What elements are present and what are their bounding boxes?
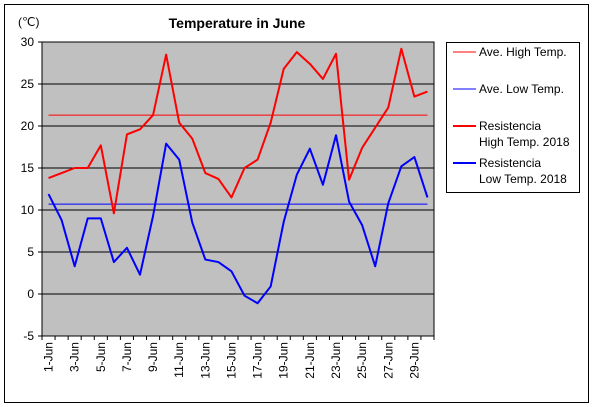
x-tick-label: 3-Jun bbox=[68, 342, 82, 372]
series-line-3 bbox=[47, 134, 429, 305]
legend-box bbox=[446, 42, 580, 193]
y-tick-label: 15 bbox=[21, 161, 35, 175]
x-tick-label: 11-Jun bbox=[172, 342, 186, 378]
unit-label: (℃) bbox=[18, 15, 39, 29]
x-tick-label: 9-Jun bbox=[146, 342, 160, 372]
x-tick-label: 29-Jun bbox=[407, 342, 421, 379]
legend-label-1: Ave. Low Temp. bbox=[479, 82, 564, 96]
x-tick-label: 1-Jun bbox=[42, 342, 56, 372]
series-line-2 bbox=[48, 47, 428, 215]
x-tick-label: 27-Jun bbox=[381, 342, 395, 379]
x-tick-label: 21-Jun bbox=[303, 342, 317, 379]
legend-label-3: Resistencia bbox=[479, 156, 541, 170]
legend-label-0: Ave. High Temp. bbox=[479, 45, 567, 59]
legend-label-3: Low Temp. 2018 bbox=[479, 172, 567, 186]
x-tick-label: 17-Jun bbox=[251, 342, 265, 379]
y-tick-label: 30 bbox=[21, 35, 35, 49]
y-tick-label: 20 bbox=[21, 119, 35, 133]
legend-label-2: High Temp. 2018 bbox=[479, 135, 570, 149]
grid-lines bbox=[42, 83, 434, 295]
y-axis: -5 0 5 10 15 20 25 30 bbox=[21, 35, 42, 343]
x-tick-label: 25-Jun bbox=[355, 342, 369, 379]
y-tick-label: 0 bbox=[27, 287, 34, 301]
x-axis: 1-Jun 3-Jun 5-Jun 7-Jun 9-Jun 11-Jun 13-Jun 15-… bbox=[41, 336, 435, 379]
y-tick-label: 5 bbox=[27, 245, 34, 259]
x-tick-label: 23-Jun bbox=[329, 342, 343, 379]
legend-label-2: Resistencia bbox=[479, 119, 541, 133]
legend: Ave. High Temp. Ave. Low Temp. Resistencia… bbox=[446, 42, 580, 193]
x-tick-label: 19-Jun bbox=[277, 342, 291, 379]
y-tick-label: 10 bbox=[21, 203, 35, 217]
plot-area bbox=[41, 41, 435, 337]
x-tick-label: 13-Jun bbox=[198, 342, 212, 379]
series-lines bbox=[47, 47, 429, 305]
chart-title: Temperature in June bbox=[169, 15, 306, 31]
x-tick-label: 5-Jun bbox=[94, 342, 108, 372]
x-tick-label: 7-Jun bbox=[120, 342, 134, 372]
y-tick-label: -5 bbox=[23, 329, 34, 343]
y-tick-label: 25 bbox=[21, 77, 35, 91]
x-tick-label: 15-Jun bbox=[224, 342, 238, 379]
